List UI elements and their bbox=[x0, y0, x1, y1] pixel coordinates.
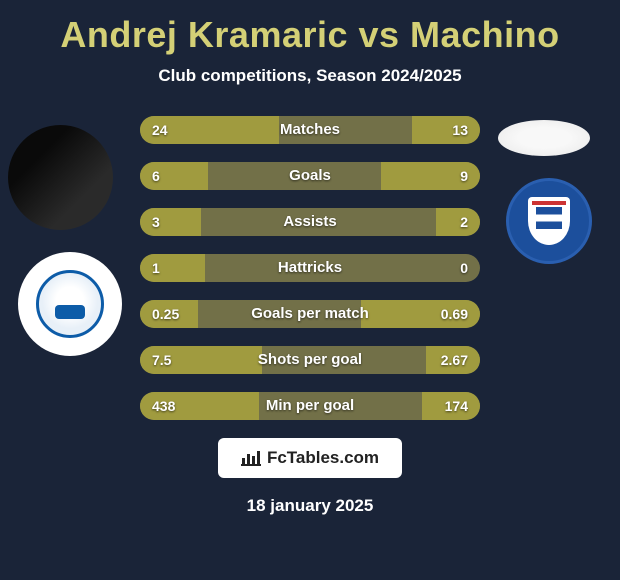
stat-label: Matches bbox=[140, 116, 480, 144]
stats-container: 2413Matches 69Goals 32Assists 10Hattricks 0.… bbox=[140, 116, 480, 420]
stat-label: Goals per match bbox=[140, 300, 480, 328]
stat-label: Goals bbox=[140, 162, 480, 190]
stat-label: Shots per goal bbox=[140, 346, 480, 374]
stat-row: 69Goals bbox=[140, 162, 480, 190]
club-right-badge bbox=[506, 178, 592, 264]
page-title: Andrej Kramaric vs Machino bbox=[0, 0, 620, 56]
player-left-avatar bbox=[8, 125, 113, 230]
brand-card: FcTables.com bbox=[218, 438, 402, 478]
stat-label: Min per goal bbox=[140, 392, 480, 420]
stat-row: 438174Min per goal bbox=[140, 392, 480, 420]
subtitle: Club competitions, Season 2024/2025 bbox=[0, 66, 620, 86]
stat-row: 0.250.69Goals per match bbox=[140, 300, 480, 328]
stat-row: 10Hattricks bbox=[140, 254, 480, 282]
footer-date: 18 january 2025 bbox=[0, 496, 620, 516]
club-left-badge bbox=[18, 252, 122, 356]
chart-icon bbox=[241, 449, 261, 467]
stat-row: 2413Matches bbox=[140, 116, 480, 144]
brand-text: FcTables.com bbox=[267, 448, 379, 468]
stat-label: Assists bbox=[140, 208, 480, 236]
stat-row: 7.52.67Shots per goal bbox=[140, 346, 480, 374]
player-right-avatar bbox=[498, 120, 590, 156]
stat-row: 32Assists bbox=[140, 208, 480, 236]
stat-label: Hattricks bbox=[140, 254, 480, 282]
